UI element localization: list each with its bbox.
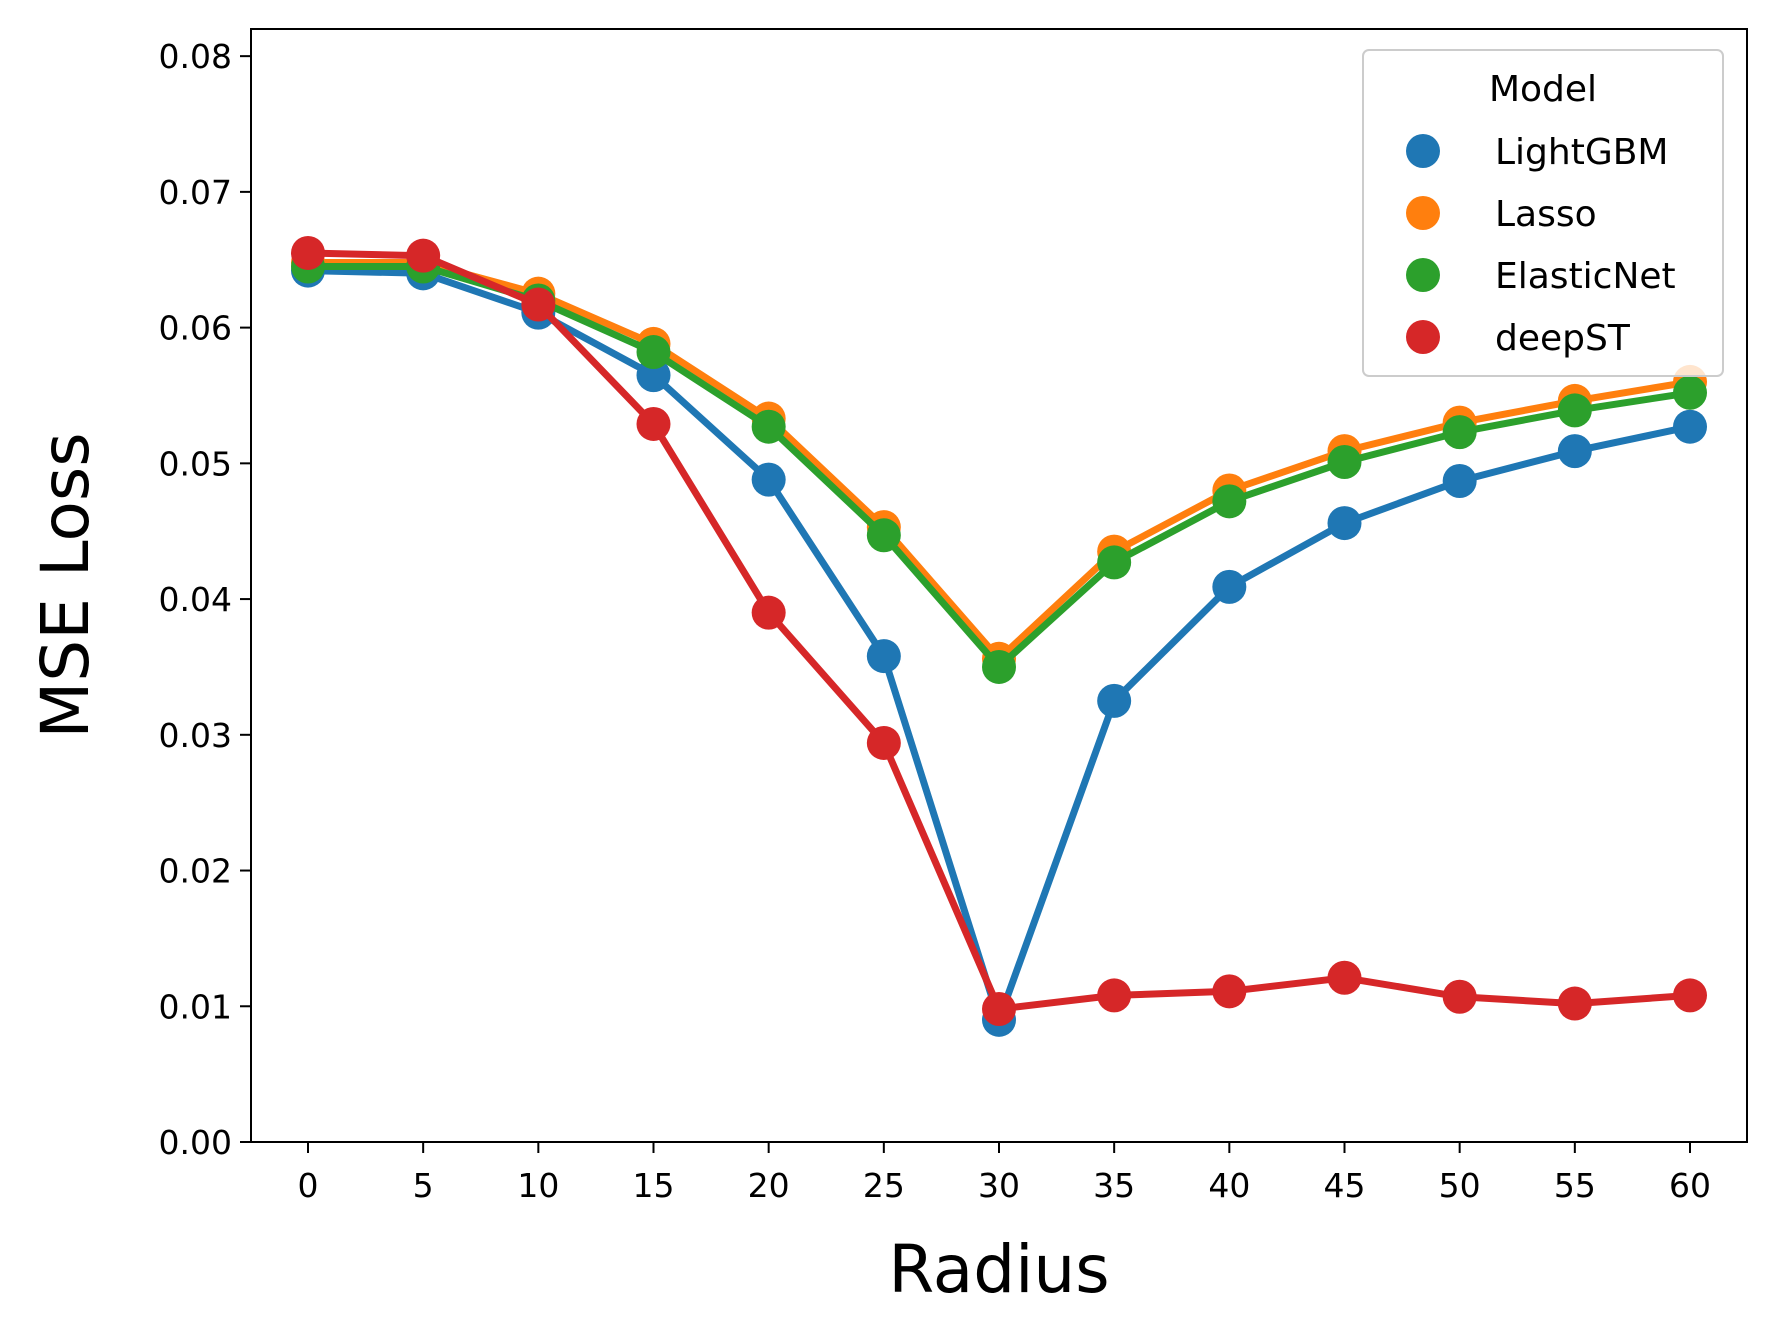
x-tick-label: 40 [1208, 1166, 1250, 1205]
y-tick-label: 0.03 [159, 716, 232, 755]
data-point [636, 335, 671, 370]
data-point [1327, 506, 1362, 541]
data-point [636, 406, 671, 441]
data-point [751, 595, 786, 630]
data-point [866, 639, 901, 674]
data-point [751, 462, 786, 497]
legend-box [1362, 49, 1724, 377]
data-point [982, 991, 1016, 1026]
x-tick-label: 15 [633, 1166, 675, 1205]
x-tick-label: 55 [1554, 1166, 1596, 1205]
data-point [1327, 960, 1362, 995]
data-point [1327, 444, 1362, 479]
y-tick-label: 0.07 [159, 173, 232, 212]
legend-marker [1406, 258, 1440, 292]
data-point [1673, 409, 1707, 444]
data-point [866, 725, 901, 760]
x-tick-label: 35 [1093, 1166, 1135, 1205]
x-tick-label: 10 [517, 1166, 559, 1205]
data-point [1442, 415, 1477, 450]
legend-label: ElasticNet [1495, 256, 1676, 297]
x-tick-label: 5 [413, 1166, 434, 1205]
series-layer [291, 235, 1707, 1037]
data-point [1212, 484, 1247, 519]
data-point [1557, 986, 1592, 1021]
x-tick-label: 60 [1669, 1166, 1711, 1205]
data-point [1442, 979, 1477, 1014]
series-deepst [291, 235, 1707, 1026]
legend-marker [1406, 134, 1440, 168]
x-axis-title: Radius [888, 1231, 1109, 1308]
data-point [1557, 434, 1592, 469]
legend-label: deepST [1495, 318, 1631, 359]
data-point [1212, 569, 1247, 604]
x-tick-label: 30 [978, 1166, 1020, 1205]
data-point [1097, 545, 1132, 580]
legend-marker [1406, 320, 1440, 354]
y-tick-label: 0.01 [159, 987, 232, 1026]
axes: 0 5 10 15 20 25 30 35 40 45 50 55 60 0.00 0.01 0.02 0.03… [159, 28, 1748, 1205]
data-point [1442, 463, 1477, 498]
y-tick-label: 0.02 [159, 852, 232, 891]
data-point [751, 409, 786, 444]
y-tick-label: 0.06 [159, 309, 232, 348]
legend-label: Lasso [1495, 194, 1597, 235]
x-tick-label: 20 [748, 1166, 790, 1205]
x-tick-label: 0 [298, 1166, 319, 1205]
legend-marker [1406, 196, 1440, 230]
data-point [1097, 978, 1132, 1013]
y-tick-label: 0.00 [159, 1123, 232, 1162]
data-point [1673, 978, 1707, 1013]
data-point [1557, 393, 1592, 428]
legend: Model LightGBM Lasso ElasticNet deepST [1362, 49, 1724, 377]
data-point [1212, 974, 1247, 1009]
data-point [982, 649, 1016, 684]
data-point [291, 235, 325, 270]
data-point [521, 287, 556, 322]
y-tick-label: 0.05 [159, 444, 232, 483]
x-tick-label: 25 [863, 1166, 905, 1205]
y-axis-title: MSE Loss [27, 432, 104, 738]
y-tick-label: 0.08 [159, 37, 232, 76]
legend-label: LightGBM [1495, 132, 1669, 173]
legend-title: Model [1489, 69, 1597, 110]
x-tick-label: 50 [1439, 1166, 1481, 1205]
x-tick-label: 45 [1324, 1166, 1366, 1205]
y-tick-label: 0.04 [159, 580, 232, 619]
data-point [1673, 375, 1707, 410]
data-point [1097, 683, 1132, 718]
data-point [866, 518, 901, 553]
data-point [406, 238, 441, 273]
